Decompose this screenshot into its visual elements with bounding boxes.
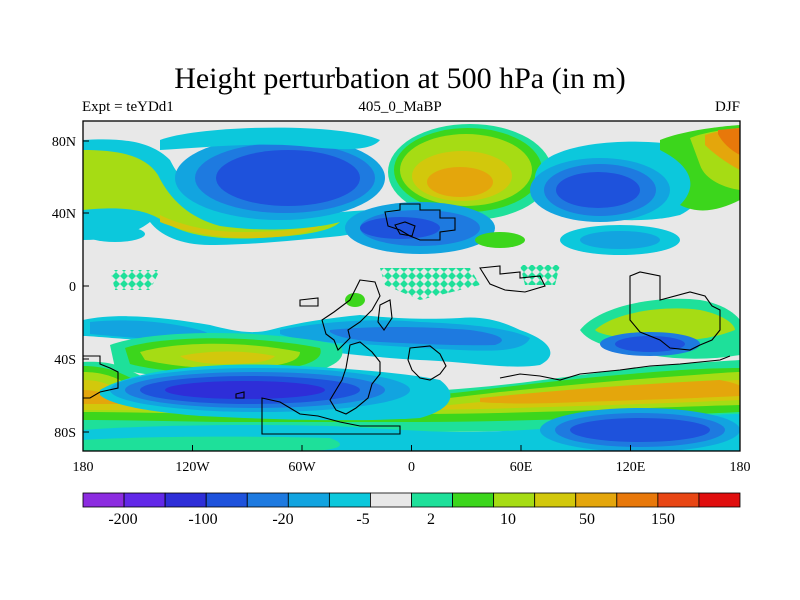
colorbar-box xyxy=(698,492,741,508)
contour-field xyxy=(83,121,740,451)
colorbar-box xyxy=(616,492,659,508)
colorbar-box xyxy=(82,492,125,508)
experiment-label: Expt = teYDd1 xyxy=(82,99,174,115)
colorbar-box xyxy=(534,492,577,508)
colorbar-label: -200 xyxy=(108,511,137,528)
x-tick-120e: 120E xyxy=(616,460,646,475)
colorbar-box xyxy=(370,492,412,508)
y-axis-labels: 80N 40N 0 40S 80S xyxy=(52,135,76,441)
x-tick-180e: 180 xyxy=(730,460,751,475)
colorbar-box xyxy=(411,492,453,508)
map-title: Height perturbation at 500 hPa (in m) xyxy=(174,62,626,95)
colorbar-box xyxy=(657,492,700,508)
colorbar-label: -20 xyxy=(272,511,293,528)
colorbar-label: -5 xyxy=(356,511,369,528)
colorbar-box xyxy=(328,492,371,508)
y-tick-80s: 80S xyxy=(54,426,76,441)
colorbar-labels: -200 -100 -20 -5 2 10 50 150 xyxy=(108,511,675,528)
y-tick-40n: 40N xyxy=(52,207,76,222)
x-tick-60e: 60E xyxy=(510,460,533,475)
y-tick-0: 0 xyxy=(69,280,76,295)
colorbar-box xyxy=(246,492,289,508)
colorbar xyxy=(82,492,741,508)
colorbar-label: 10 xyxy=(500,511,516,528)
x-tick-60w: 60W xyxy=(288,460,316,475)
time-label: 405_0_MaBP xyxy=(358,99,442,115)
x-tick-120w: 120W xyxy=(175,460,210,475)
x-tick-180w: 180 xyxy=(73,460,94,475)
colorbar-label: 2 xyxy=(427,511,435,528)
colorbar-box xyxy=(164,492,207,508)
x-tick-0: 0 xyxy=(408,460,415,475)
colorbar-box xyxy=(493,492,536,508)
colorbar-label: -100 xyxy=(188,511,217,528)
x-axis-labels: 180 120W 60W 0 60E 120E 180 xyxy=(73,460,751,475)
coastlines xyxy=(83,203,731,435)
axis-ticks xyxy=(82,140,741,451)
colorbar-box xyxy=(452,492,495,508)
colorbar-box xyxy=(287,492,330,508)
colorbar-box xyxy=(123,492,166,508)
y-tick-80n: 80N xyxy=(52,135,76,150)
y-tick-40s: 40S xyxy=(54,353,76,368)
colorbar-box xyxy=(205,492,248,508)
colorbar-label: 50 xyxy=(579,511,595,528)
season-label: DJF xyxy=(714,99,740,115)
colorbar-label: 150 xyxy=(651,511,675,528)
colorbar-box xyxy=(575,492,618,508)
